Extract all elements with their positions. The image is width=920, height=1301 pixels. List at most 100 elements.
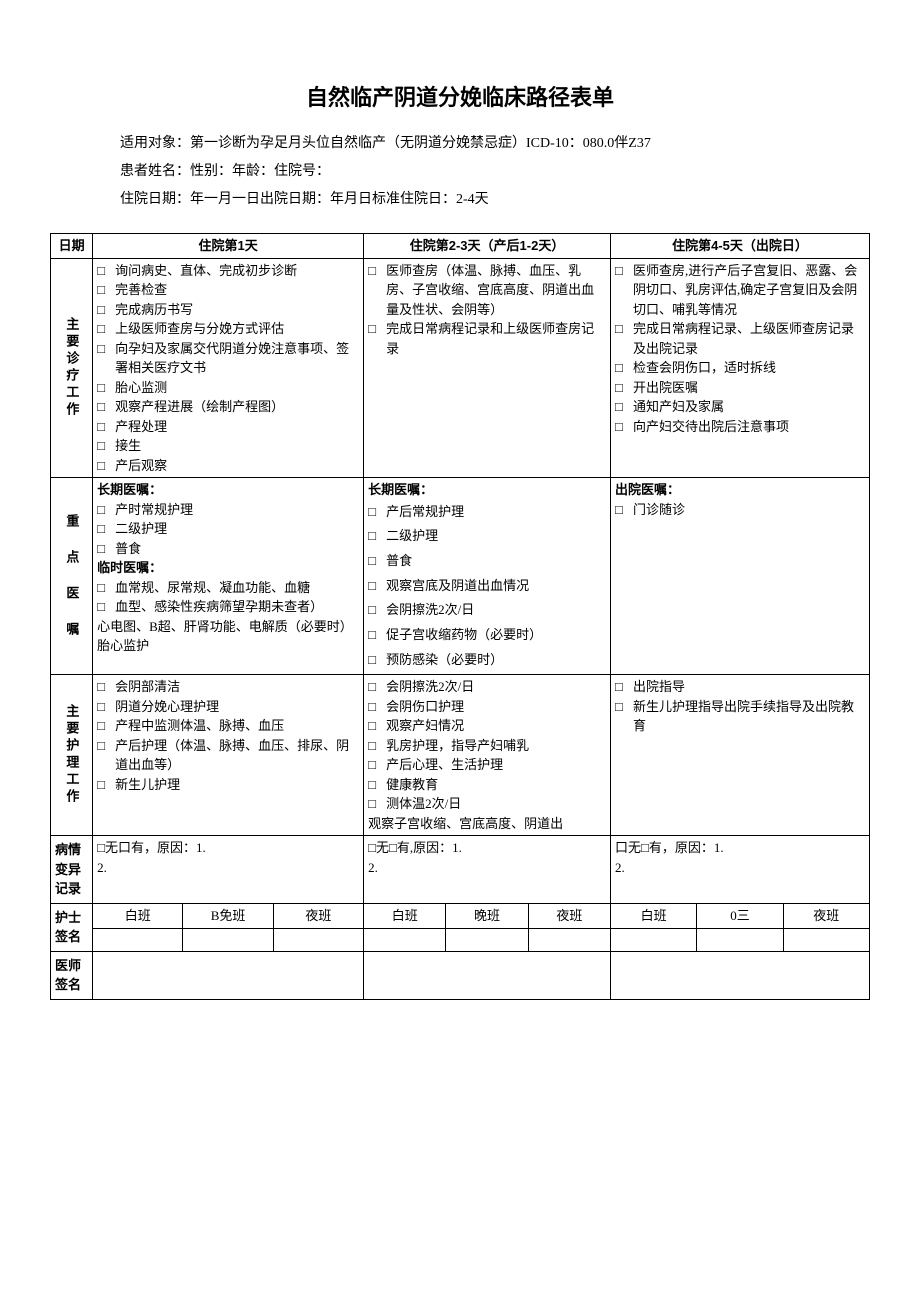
orders-day1-long-list: 产时常规护理 二级护理 普食	[97, 500, 359, 559]
nursing-label: 主要护理工作	[51, 675, 93, 836]
header-day45: 住院第4-5天（出院日）	[611, 234, 870, 259]
diag-day45-list: 医师查房,进行产后子宫复旧、恶露、会阴切口、乳房评估,确定子宫复旧及会阴切口、哺…	[615, 261, 865, 437]
list-item: 二级护理	[368, 524, 606, 549]
orders-label: 重 点 医 嘱	[51, 478, 93, 675]
list-item: 促子宫收缩药物（必要时）	[368, 623, 606, 648]
list-item: 产程中监测体温、脉搏、血压	[97, 716, 359, 736]
orders-day45-h: 出院医嘱：	[615, 480, 865, 500]
shift-d1-3: 夜班	[273, 903, 363, 928]
blank-cell	[364, 929, 446, 952]
shift-d1-1: 白班	[93, 903, 183, 928]
list-item: 新生儿护理指导出院手续指导及出院教育	[615, 697, 865, 736]
doctor-sign-d45	[611, 951, 870, 999]
variance-day45: 口无□有，原因：1. 2.	[611, 836, 870, 904]
shift-d45-2: 0三	[697, 903, 783, 928]
list-item: 医师查房,进行产后子宫复旧、恶露、会阴切口、乳房评估,确定子宫复旧及会阴切口、哺…	[615, 261, 865, 320]
list-item: 阴道分娩心理护理	[97, 697, 359, 717]
list-item: 完善检查	[97, 280, 359, 300]
shift-d23-1: 白班	[364, 903, 446, 928]
list-item: 完成日常病程记录和上级医师查房记录	[368, 319, 606, 358]
nurse-sign-blank-row	[51, 929, 870, 952]
doctor-sign-d23	[364, 951, 611, 999]
nursing-day45: 出院指导 新生儿护理指导出院手续指导及出院教育	[611, 675, 870, 836]
list-item: 会阴部清洁	[97, 677, 359, 697]
diag-day23: 医师查房（体温、脉搏、血压、乳房、子宫收缩、宫底高度、阴道出血量及性状、会阴等）…	[364, 258, 611, 478]
blank-cell	[697, 929, 783, 952]
variance-day23: □无□有,原因：1. 2.	[364, 836, 611, 904]
list-item: 预防感染（必要时）	[368, 648, 606, 673]
list-item: 询问病史、直体、完成初步诊断	[97, 261, 359, 281]
list-item: 二级护理	[97, 519, 359, 539]
meta-block: 适用对象：第一诊断为孕足月头位自然临产（无阴道分娩禁忌症）ICD-10：080.…	[50, 132, 870, 208]
list-item: 观察产妇情况	[368, 716, 606, 736]
list-item: 完成病历书写	[97, 300, 359, 320]
list-item: 测体温2次/日	[368, 794, 606, 814]
diag-day1: 询问病史、直体、完成初步诊断 完善检查 完成病历书写 上级医师查房与分娩方式评估…	[93, 258, 364, 478]
shift-d1-2: B免班	[183, 903, 273, 928]
blank-cell	[93, 929, 183, 952]
list-item: 胎心监测	[97, 378, 359, 398]
list-item: 产后观察	[97, 456, 359, 476]
diag-day45: 医师查房,进行产后子宫复旧、恶露、会阴切口、乳房评估,确定子宫复旧及会阴切口、哺…	[611, 258, 870, 478]
diag-day23-list: 医师查房（体温、脉搏、血压、乳房、子宫收缩、宫底高度、阴道出血量及性状、会阴等）…	[368, 261, 606, 359]
list-item: 产后心理、生活护理	[368, 755, 606, 775]
list-item: 门诊随诊	[615, 500, 865, 520]
diag-label: 主要诊疗工作	[51, 258, 93, 478]
doctor-sign-label: 医师签名	[51, 951, 93, 999]
list-item: 普食	[97, 539, 359, 559]
list-item: 完成日常病程记录、上级医师查房记录及出院记录	[615, 319, 865, 358]
variance-day1: □无口有，原因：1. 2.	[93, 836, 364, 904]
list-item: 健康教育	[368, 775, 606, 795]
blank-cell	[611, 929, 697, 952]
meta-line-2: 患者姓名：性别：年龄：住院号：	[50, 160, 870, 180]
blank-cell	[783, 929, 869, 952]
nurse-shift-row: 护士签名 白班 B免班 夜班 白班 晚班 夜班 白班 0三 夜班	[51, 903, 870, 928]
list-item: 产后护理（体温、脉搏、血压、排尿、阴道出血等）	[97, 736, 359, 775]
nursing-day1: 会阴部清洁 阴道分娩心理护理 产程中监测体温、脉搏、血压 产后护理（体温、脉搏、…	[93, 675, 364, 836]
pathway-table: 日期 住院第1天 住院第2-3天（产后1-2天） 住院第4-5天（出院日） 主要…	[50, 233, 870, 1000]
list-item: 观察产程进展（绘制产程图）	[97, 397, 359, 417]
meta-line-1: 适用对象：第一诊断为孕足月头位自然临产（无阴道分娩禁忌症）ICD-10：080.…	[50, 132, 870, 152]
nursing-day23-tail: 观察子宫收缩、宫底高度、阴道出	[368, 814, 606, 834]
orders-day1: 长期医嘱： 产时常规护理 二级护理 普食 临时医嘱： 血常规、尿常规、凝血功能、…	[93, 478, 364, 675]
variance-row: 病情变异记录 □无口有，原因：1. 2. □无□有,原因：1. 2. 口无□有，…	[51, 836, 870, 904]
orders-row: 重 点 医 嘱 长期医嘱： 产时常规护理 二级护理 普食 临时医嘱： 血常规、尿…	[51, 478, 870, 675]
header-row: 日期 住院第1天 住院第2-3天（产后1-2天） 住院第4-5天（出院日）	[51, 234, 870, 259]
orders-day45-list: 门诊随诊	[615, 500, 865, 520]
list-item: 会阴擦洗2次/日	[368, 677, 606, 697]
doctor-sign-row: 医师签名	[51, 951, 870, 999]
meta-line-3: 住院日期：年一月一日出院日期：年月日标准住院日：2-4天	[50, 188, 870, 208]
nurse-sign-label: 护士签名	[51, 903, 93, 951]
orders-day23-list: 产后常规护理 二级护理 普食 观察宫底及阴道出血情况 会阴擦洗2次/日 促子宫收…	[368, 500, 606, 673]
header-day23: 住院第2-3天（产后1-2天）	[364, 234, 611, 259]
list-item: 新生儿护理	[97, 775, 359, 795]
list-item: 乳房护理，指导产妇哺乳	[368, 736, 606, 756]
list-item: 产程处理	[97, 417, 359, 437]
list-item: 出院指导	[615, 677, 865, 697]
nursing-day23-list: 会阴擦洗2次/日 会阴伤口护理 观察产妇情况 乳房护理，指导产妇哺乳 产后心理、…	[368, 677, 606, 814]
list-item: 产时常规护理	[97, 500, 359, 520]
doctor-sign-d1	[93, 951, 364, 999]
blank-cell	[446, 929, 528, 952]
header-date: 日期	[51, 234, 93, 259]
orders-day23: 长期医嘱： 产后常规护理 二级护理 普食 观察宫底及阴道出血情况 会阴擦洗2次/…	[364, 478, 611, 675]
list-item: 血型、感染性疾病筛望孕期未查者）	[97, 597, 359, 617]
list-item: 开出院医嘱	[615, 378, 865, 398]
nursing-day23: 会阴擦洗2次/日 会阴伤口护理 观察产妇情况 乳房护理，指导产妇哺乳 产后心理、…	[364, 675, 611, 836]
orders-day1-tail: 心电图、B超、肝肾功能、电解质（必要时）胎心监护	[97, 617, 359, 656]
shift-d23-2: 晚班	[446, 903, 528, 928]
orders-day1-temp-list: 血常规、尿常规、凝血功能、血糖 血型、感染性疾病筛望孕期未查者）	[97, 578, 359, 617]
orders-day1-temp-h: 临时医嘱：	[97, 558, 359, 578]
list-item: 血常规、尿常规、凝血功能、血糖	[97, 578, 359, 598]
diag-row: 主要诊疗工作 询问病史、直体、完成初步诊断 完善检查 完成病历书写 上级医师查房…	[51, 258, 870, 478]
blank-cell	[528, 929, 610, 952]
page-title: 自然临产阴道分娩临床路径表单	[50, 80, 870, 112]
orders-day23-long-h: 长期医嘱：	[368, 480, 606, 500]
nursing-day45-list: 出院指导 新生儿护理指导出院手续指导及出院教育	[615, 677, 865, 736]
list-item: 通知产妇及家属	[615, 397, 865, 417]
blank-cell	[183, 929, 273, 952]
list-item: 上级医师查房与分娩方式评估	[97, 319, 359, 339]
variance-label: 病情变异记录	[51, 836, 93, 904]
diag-day1-list: 询问病史、直体、完成初步诊断 完善检查 完成病历书写 上级医师查房与分娩方式评估…	[97, 261, 359, 476]
shift-d45-1: 白班	[611, 903, 697, 928]
